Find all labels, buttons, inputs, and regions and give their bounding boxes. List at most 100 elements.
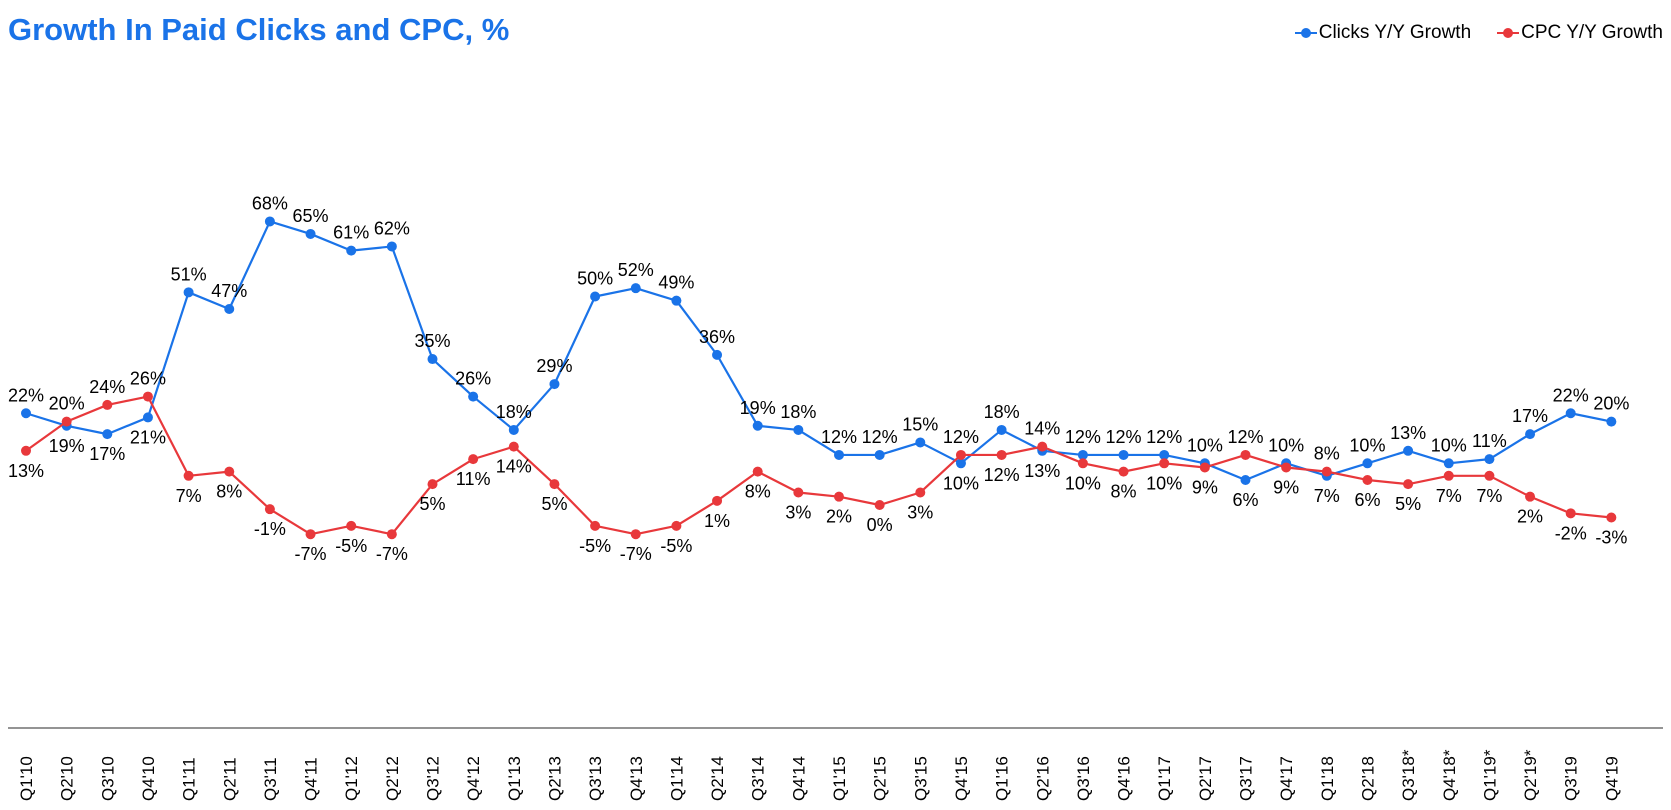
data-label-clicks: 10% (1431, 435, 1467, 455)
data-label-cpc: 12% (984, 465, 1020, 485)
data-label-cpc: 14% (1024, 419, 1060, 439)
data-point-clicks (1565, 408, 1576, 419)
data-label-cpc: 8% (216, 482, 242, 502)
data-point-cpc (1199, 462, 1210, 473)
data-point-clicks (793, 424, 804, 435)
x-tick-label: Q2'18 (1358, 756, 1377, 801)
data-label-clicks: 10% (943, 473, 979, 493)
data-point-clicks (915, 437, 926, 448)
data-point-cpc (264, 504, 275, 515)
legend-swatch-cpc (1497, 26, 1520, 40)
data-label-clicks: 61% (333, 223, 369, 243)
data-point-cpc (1321, 466, 1332, 477)
data-label-clicks: 19% (49, 436, 85, 456)
data-point-cpc (1037, 441, 1048, 452)
data-label-cpc: -2% (1555, 523, 1587, 543)
x-tick-label: Q3'19 (1562, 756, 1581, 801)
x-tick-label: Q1'17 (1155, 756, 1174, 801)
data-label-clicks: 21% (130, 427, 166, 447)
data-point-cpc (1525, 491, 1536, 502)
data-point-clicks (1240, 474, 1251, 485)
data-point-clicks (1362, 458, 1373, 469)
x-tick-label: Q4'13 (627, 756, 646, 801)
x-tick-label: Q4'16 (1115, 756, 1134, 801)
data-point-cpc (142, 391, 153, 402)
data-point-clicks (427, 354, 438, 365)
data-point-cpc (752, 466, 763, 477)
x-tick-label: Q2'11 (220, 757, 239, 801)
data-point-cpc (21, 445, 31, 456)
x-tick-label: Q2'12 (383, 756, 402, 801)
data-label-cpc: 8% (1314, 444, 1340, 464)
x-tick-label: Q1'13 (505, 756, 524, 801)
x-tick-label: Q3'17 (1237, 756, 1256, 801)
data-point-clicks (468, 391, 479, 402)
data-point-cpc (427, 479, 438, 490)
x-tick-label: Q2'17 (1196, 756, 1215, 801)
data-point-clicks (996, 424, 1007, 435)
data-point-cpc (955, 449, 966, 460)
data-label-clicks: 29% (536, 356, 572, 376)
x-tick-label: Q1'19* (1480, 749, 1499, 801)
x-tick-label: Q2'13 (545, 756, 564, 801)
data-label-cpc: 2% (1517, 507, 1543, 527)
data-point-clicks (1606, 416, 1617, 427)
legend-swatch-clicks (1294, 26, 1317, 40)
data-label-cpc: 8% (1111, 482, 1137, 502)
data-label-cpc: 2% (826, 507, 852, 527)
data-label-clicks: 12% (821, 427, 857, 447)
data-point-cpc (1159, 458, 1170, 469)
data-label-clicks: 18% (496, 402, 532, 422)
data-label-clicks: 13% (1390, 423, 1426, 443)
x-tick-label: Q1'12 (342, 756, 361, 801)
x-tick-label: Q3'12 (424, 756, 443, 801)
data-label-cpc: 13% (8, 461, 44, 481)
x-tick-label: Q3'14 (749, 756, 768, 801)
data-label-cpc: 7% (1476, 486, 1502, 506)
data-label-clicks: 35% (414, 331, 450, 351)
data-label-cpc: 0% (867, 515, 893, 535)
data-label-cpc: -5% (335, 536, 367, 556)
data-label-clicks: 12% (1106, 427, 1142, 447)
data-point-clicks (1403, 445, 1414, 456)
x-tick-label: Q3'11 (261, 757, 280, 801)
data-label-cpc: -7% (295, 544, 327, 564)
data-point-cpc (1362, 474, 1373, 485)
data-point-cpc (305, 529, 316, 540)
x-tick-label: Q4'10 (139, 756, 158, 801)
data-point-cpc (224, 466, 235, 477)
data-point-clicks (508, 424, 519, 435)
data-label-cpc: 5% (1395, 494, 1421, 514)
data-point-cpc (996, 449, 1007, 460)
data-label-clicks: 50% (577, 269, 613, 289)
data-point-clicks (264, 216, 275, 227)
data-point-cpc (1606, 512, 1617, 523)
series-line-clicks (25, 220, 1612, 482)
data-label-cpc: 24% (89, 377, 125, 397)
x-tick-label: Q1'10 (17, 756, 36, 801)
x-tick-label: Q2'14 (708, 756, 727, 801)
data-label-cpc: 10% (1065, 473, 1101, 493)
data-point-cpc (1565, 508, 1576, 519)
series-line-cpc (25, 395, 1612, 536)
data-label-clicks: 13% (1024, 461, 1060, 481)
x-tick-label: Q3'16 (1074, 756, 1093, 801)
x-tick-label: Q1'14 (667, 756, 686, 801)
x-tick-label: Q1'16 (993, 756, 1012, 801)
data-label-clicks: 17% (89, 444, 125, 464)
legend: Clicks Y/Y Growth CPC Y/Y Growth (1294, 22, 1663, 44)
data-point-cpc (183, 470, 194, 481)
data-label-cpc: 1% (704, 511, 730, 531)
data-label-clicks: 22% (1553, 385, 1589, 405)
data-label-clicks: 62% (374, 218, 410, 238)
data-label-clicks: 12% (1065, 427, 1101, 447)
data-point-clicks (224, 304, 235, 315)
data-label-clicks: 22% (8, 385, 44, 405)
data-point-cpc (874, 500, 885, 510)
data-point-cpc (1281, 462, 1292, 473)
data-label-cpc: 20% (49, 394, 85, 414)
data-label-clicks: 6% (1232, 490, 1258, 510)
data-label-cpc: 7% (176, 486, 202, 506)
legend-label-cpc: CPC Y/Y Growth (1521, 22, 1663, 43)
x-tick-label: Q1'15 (830, 756, 849, 801)
